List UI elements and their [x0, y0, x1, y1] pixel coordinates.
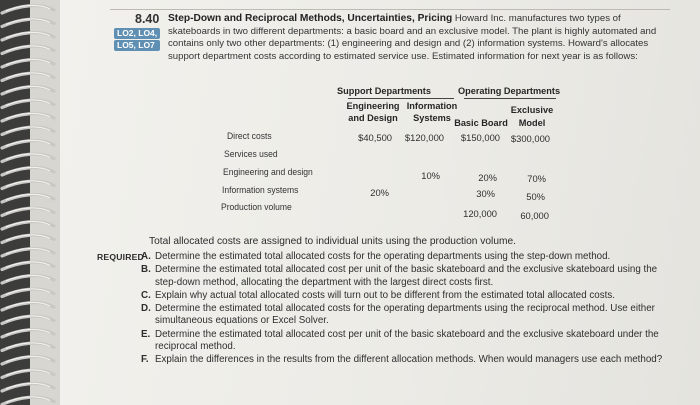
row-label-direct-costs: Direct costs: [227, 131, 272, 141]
col-header-design: and Design: [348, 113, 398, 123]
spiral-coil-highlight: [5, 85, 51, 93]
item-letter: F.: [141, 354, 149, 366]
cell-eng-basic: 20%: [478, 172, 497, 183]
total-allocation-note: Total allocated costs are assigned to in…: [149, 236, 516, 247]
item-letter: C.: [141, 289, 151, 301]
spiral-coil-highlight: [5, 328, 51, 336]
cell-direct-info: $120,000: [404, 132, 444, 143]
cell-info-excl: 50%: [526, 191, 545, 202]
required-item-f: F. Explain the differences in the result…: [141, 354, 681, 366]
spiral-coil-highlight: [5, 288, 51, 295]
spiral-coil-highlight: [5, 112, 51, 120]
spiral-coil-highlight: [5, 72, 51, 79]
col-header-exclusive: Exclusive: [510, 105, 554, 115]
spiral-coil-highlight: [5, 355, 51, 363]
spiral-coil-highlight: [5, 139, 51, 147]
operating-departments-header: Operating Departments: [457, 86, 561, 96]
spiral-coil-highlight: [5, 193, 51, 201]
item-text: Explain why actual total allocated costs…: [155, 289, 615, 301]
problem-intro: Step-Down and Reciprocal Methods, Uncert…: [168, 13, 668, 63]
row-label-services-used: Services used: [224, 149, 278, 159]
required-item-b: B. Determine the estimated total allocat…: [141, 264, 681, 289]
spiral-coil-highlight: [5, 99, 51, 106]
header-underline: [348, 98, 454, 99]
required-label: REQUIRED: [97, 252, 144, 262]
item-letter: E.: [141, 328, 151, 340]
item-letter: A.: [141, 251, 151, 262]
cell-info-basic: 30%: [476, 188, 495, 199]
required-item-c: C. Explain why actual total allocated co…: [141, 290, 681, 302]
problem-number: 8.40: [135, 12, 160, 26]
spiral-binding: [0, 0, 60, 405]
header-underline: [464, 98, 556, 99]
spiral-coil-highlight: [5, 315, 51, 322]
cell-direct-excl: $300,000: [510, 133, 550, 144]
item-text: Determine the estimated total allocated …: [155, 251, 611, 262]
required-item-d: D. Determine the estimated total allocat…: [141, 303, 681, 328]
row-label-production-volume: Production volume: [221, 202, 292, 212]
spiral-coil-highlight: [5, 166, 51, 174]
problem-description: Howard Inc. manufactures two types of sk…: [168, 13, 657, 62]
spiral-coil-highlight: [5, 126, 51, 133]
spiral-coil-highlight: [5, 31, 51, 39]
cell-info-eng: 20%: [370, 187, 389, 198]
item-text: Explain the differences in the results f…: [155, 354, 663, 366]
row-label-engineering-design: Engineering and design: [223, 167, 313, 177]
cell-eng-excl: 70%: [527, 173, 546, 184]
col-header-basic-board: Basic Board: [454, 118, 508, 128]
item-text: Determine the estimated total allocated …: [155, 303, 655, 327]
spiral-coil-highlight: [5, 220, 51, 228]
problem-title: Step-Down and Reciprocal Methods, Uncert…: [168, 13, 453, 24]
spiral-coil-highlight: [5, 261, 51, 268]
spiral-coil-highlight: [5, 382, 51, 390]
row-label-information-systems: Information systems: [222, 185, 299, 195]
spiral-coil-highlight: [5, 247, 51, 255]
item-text: Determine the estimated total allocated …: [155, 328, 659, 353]
spiral-coil-highlight: [5, 180, 51, 187]
spiral-coil-highlight: [5, 342, 51, 349]
spiral-coil-highlight: [5, 301, 51, 309]
spiral-coil-highlight: [5, 369, 51, 376]
spiral-coil-highlight: [5, 45, 51, 52]
cell-volume-basic: 120,000: [463, 208, 497, 219]
item-letter: D.: [141, 303, 151, 315]
col-header-systems: Systems: [413, 113, 451, 123]
spiral-coil-highlight: [5, 4, 51, 12]
col-header-engineering: Engineering: [346, 101, 400, 111]
header-rule: [110, 9, 670, 10]
cell-eng-info: 10%: [421, 170, 440, 181]
cell-direct-eng: $40,500: [358, 132, 392, 143]
required-item-a: A. Determine the estimated total allocat…: [141, 251, 681, 263]
learning-objective-badges: LO2, LO4, LO5, LO7: [114, 28, 161, 52]
support-departments-header: Support Departments: [337, 86, 431, 96]
spiral-coil-highlight: [5, 234, 51, 241]
col-header-information: Information: [406, 101, 458, 111]
item-text: Determine the estimated total allocated …: [155, 264, 658, 288]
cell-volume-excl: 60,000: [520, 210, 549, 221]
item-letter: B.: [141, 264, 151, 276]
spiral-coil-highlight: [5, 153, 51, 160]
required-list: A. Determine the estimated total allocat…: [141, 251, 681, 368]
lo-badge: LO5, LO7: [114, 40, 161, 51]
col-header-model: Model: [518, 118, 546, 128]
spiral-coil-highlight: [5, 18, 51, 25]
lo-badge: LO2, LO4,: [114, 28, 161, 39]
spiral-coil-highlight: [5, 396, 51, 403]
cell-direct-basic: $150,000: [460, 132, 500, 143]
spiral-coil-highlight: [5, 58, 51, 66]
spiral-coil-highlight: [5, 274, 51, 282]
spiral-coil-highlight: [5, 207, 51, 214]
required-item-e: E. Determine the estimated total allocat…: [141, 329, 681, 354]
